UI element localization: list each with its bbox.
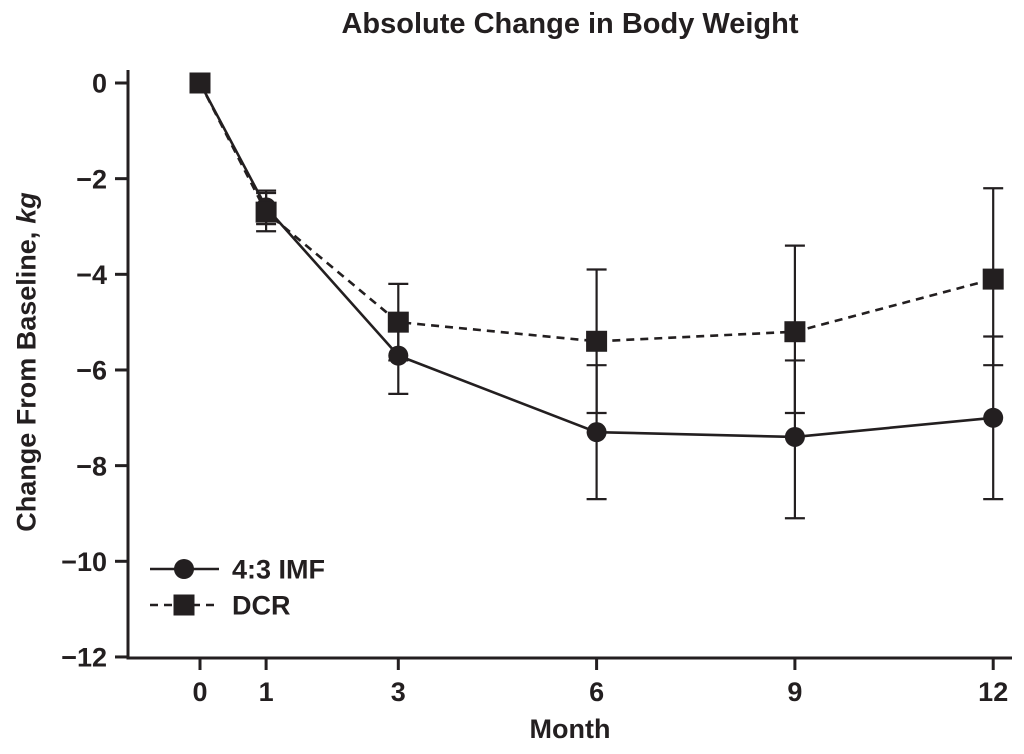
error-bars-4-3-imf — [256, 189, 1004, 520]
legend-label-dcr: DCR — [232, 591, 291, 621]
chart-title: Absolute Change in Body Weight — [341, 8, 799, 40]
x-tick-label: 3 — [391, 677, 406, 707]
x-tick-label: 0 — [192, 677, 207, 707]
data-point — [387, 311, 409, 333]
error-bars-dcr — [256, 187, 1004, 415]
y-tick-label: −12 — [61, 643, 107, 673]
series-line-4-3-imf — [198, 82, 994, 439]
y-axis-ticks: 0 −2 −4 −6 −8 −10 −12 — [61, 69, 128, 673]
data-point — [784, 321, 806, 343]
data-point — [983, 407, 1004, 428]
y-tick-label: −6 — [76, 356, 107, 386]
data-point — [982, 268, 1004, 290]
x-axis-label: Month — [529, 714, 611, 744]
y-tick-label: −2 — [76, 164, 107, 194]
data-point — [784, 426, 805, 447]
data-point — [255, 201, 277, 223]
data-point — [388, 345, 409, 366]
series-markers-dcr — [189, 72, 1004, 352]
legend-marker-dcr — [173, 594, 195, 616]
x-tick-label: 6 — [589, 677, 604, 707]
series-line-dcr — [198, 82, 994, 343]
y-tick-label: −10 — [61, 547, 107, 577]
data-point — [586, 422, 607, 443]
data-point — [586, 330, 608, 352]
legend-marker-4-3-imf — [174, 559, 194, 579]
legend: 4:3 IMF DCR — [150, 555, 325, 621]
x-tick-label: 1 — [259, 677, 274, 707]
x-axis-ticks: 0 1 3 6 9 12 — [192, 658, 1008, 707]
x-tick-label: 12 — [978, 677, 1008, 707]
y-tick-label: −8 — [76, 451, 107, 481]
y-tick-label: 0 — [92, 69, 107, 99]
y-tick-label: −4 — [76, 260, 107, 290]
x-tick-label: 9 — [787, 677, 802, 707]
data-point — [189, 72, 211, 94]
legend-label-4-3-imf: 4:3 IMF — [232, 555, 325, 585]
